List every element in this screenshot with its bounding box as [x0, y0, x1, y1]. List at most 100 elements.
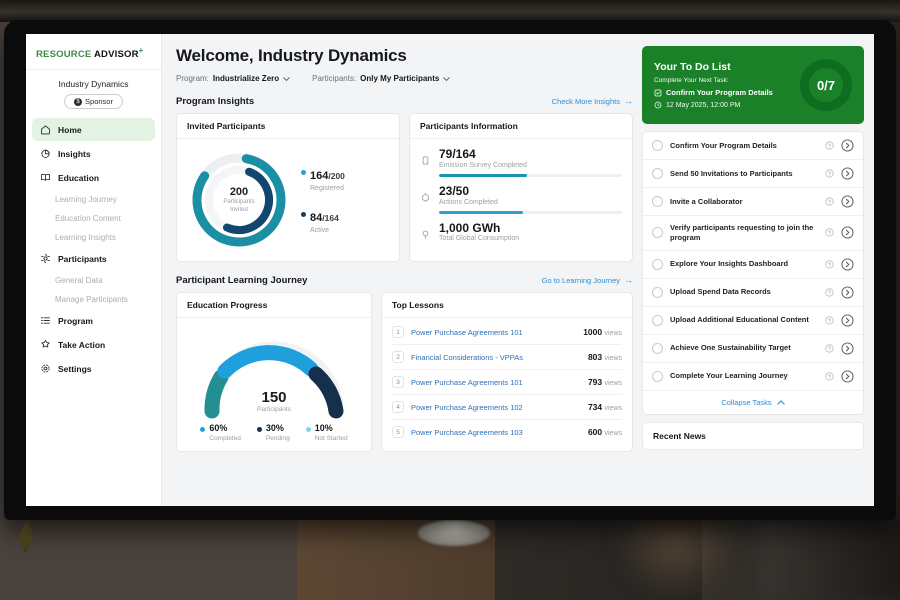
progress-bar	[439, 210, 622, 214]
task-checkbox[interactable]	[652, 196, 663, 207]
todo-next-task[interactable]: Confirm Your Program Details	[654, 88, 794, 97]
check-more-insights-link[interactable]: Check More Insights →	[552, 97, 633, 107]
sidebar-item-general-data[interactable]: General Data	[32, 271, 155, 290]
go-to-learning-journey-link[interactable]: Go to Learning Journey →	[542, 275, 633, 286]
sidebar-item-label: Manage Participants	[55, 295, 128, 305]
sidebar-item-home[interactable]: Home	[32, 118, 155, 142]
help-icon[interactable]	[825, 141, 834, 150]
help-icon[interactable]	[825, 169, 834, 178]
learning-journey-title: Participant Learning Journey	[176, 275, 308, 286]
help-icon[interactable]	[825, 371, 834, 381]
lesson-row[interactable]: 5 Power Purchase Agreements 103 600 views	[392, 420, 622, 444]
chevron-right-icon[interactable]	[841, 226, 854, 239]
sidebar-item-manage-participants[interactable]: Manage Participants	[32, 290, 155, 309]
donut-row: 200 Participants Invited 164/200 Register…	[187, 148, 389, 252]
todo-task-item[interactable]: Explore Your Insights Dashboard	[643, 251, 863, 279]
todo-task-item[interactable]: Confirm Your Program Details	[643, 132, 863, 160]
sidebar-item-label: Learning Insights	[55, 233, 116, 243]
program-filter-value: Industrialize Zero	[212, 74, 280, 83]
lesson-rank: 2	[392, 351, 404, 363]
collapse-tasks-button[interactable]: Collapse Tasks	[643, 391, 863, 414]
chevron-right-icon[interactable]	[841, 369, 854, 383]
sidebar-item-participants[interactable]: Participants	[32, 247, 155, 270]
lesson-name[interactable]: Power Purchase Agreements 101	[411, 377, 523, 387]
page-title: Welcome, Industry Dynamics	[176, 46, 407, 65]
help-icon[interactable]	[825, 259, 834, 269]
legend-dot	[305, 427, 311, 432]
sidebar-item-education-content[interactable]: Education Content	[32, 209, 155, 228]
task-checkbox[interactable]	[652, 227, 663, 239]
participants-information-title: Participants Information	[410, 114, 632, 139]
chevron-down-icon	[283, 76, 290, 81]
todo-due-date: 12 May 2025, 12:00 PM	[654, 101, 794, 109]
recent-news-title: Recent News	[653, 430, 706, 441]
sidebar-item-label: Settings	[58, 363, 92, 374]
task-checkbox[interactable]	[652, 140, 663, 151]
program-filter[interactable]: Program: Industrialize Zero	[176, 74, 290, 83]
task-checkbox[interactable]	[652, 286, 663, 298]
chevron-right-icon[interactable]	[841, 195, 854, 208]
invited-legend-item: 164/200 Registered	[301, 166, 345, 192]
help-icon[interactable]	[825, 197, 834, 206]
filter-bar: Program: Industrialize Zero Participants…	[176, 74, 633, 83]
chevron-right-icon[interactable]	[841, 285, 854, 299]
sidebar-item-insights[interactable]: Insights	[32, 142, 155, 165]
learning-journey-cards: Education Progress 150 Particip	[176, 292, 633, 452]
sidebar-item-program[interactable]: Program	[32, 309, 155, 332]
legend-label: Not Started	[314, 434, 348, 442]
task-checkbox[interactable]	[652, 342, 663, 354]
help-icon[interactable]	[825, 228, 834, 237]
clock-icon	[654, 101, 662, 109]
todo-task-item[interactable]: Send 50 Invitations to Participants	[643, 160, 863, 188]
task-checkbox[interactable]	[652, 370, 663, 382]
recent-news-card[interactable]: Recent News	[642, 421, 864, 450]
participants-filter[interactable]: Participants: Only My Participants	[312, 74, 451, 83]
lesson-row[interactable]: 1 Power Purchase Agreements 101 1000 views	[392, 320, 622, 345]
sidebar-item-take-action[interactable]: Take Action	[32, 333, 155, 356]
lesson-row[interactable]: 3 Power Purchase Agreements 101 793 views	[392, 370, 622, 395]
task-label: Verify participants requesting to join t…	[670, 223, 814, 242]
lesson-views-suffix: views	[604, 380, 622, 387]
lesson-name[interactable]: Financial Considerations - VPPAs	[411, 352, 523, 362]
todo-progress-ring: 0/7	[800, 59, 852, 111]
help-icon[interactable]	[825, 343, 834, 353]
sidebar-item-education[interactable]: Education	[32, 166, 155, 189]
invited-legend: 164/200 Registered 84/164 Active	[297, 166, 345, 234]
todo-task-item[interactable]: Upload Spend Data Records	[643, 279, 863, 307]
chevron-right-icon[interactable]	[841, 313, 854, 327]
sidebar-item-learning-insights[interactable]: Learning Insights	[32, 228, 155, 247]
task-checkbox[interactable]	[652, 258, 663, 270]
todo-task-item[interactable]: Complete Your Learning Journey	[643, 363, 863, 391]
arrow-right-icon: →	[624, 275, 633, 285]
lesson-row[interactable]: 2 Financial Considerations - VPPAs 803 vie…	[392, 345, 622, 370]
chevron-right-icon[interactable]	[841, 257, 854, 271]
sidebar-item-settings[interactable]: Settings	[32, 357, 155, 380]
help-icon[interactable]	[825, 287, 834, 297]
todo-task-item[interactable]: Verify participants requesting to join t…	[643, 216, 863, 251]
participants-filter-label: Participants:	[312, 74, 357, 83]
lesson-name[interactable]: Power Purchase Agreements 102	[411, 402, 523, 412]
people-icon	[40, 253, 51, 264]
chevron-right-icon[interactable]	[841, 167, 854, 180]
app-logo[interactable]: RESOURCE ADVISOR+	[26, 44, 161, 71]
sidebar-item-label: Learning Journey	[55, 195, 117, 205]
lesson-name[interactable]: Power Purchase Agreements 103	[411, 427, 523, 437]
task-checkbox[interactable]	[652, 314, 663, 326]
help-icon[interactable]	[825, 315, 834, 325]
todo-task-item[interactable]: Achieve One Sustainability Target	[643, 335, 863, 363]
sidebar-nav: Home Insights Education Learning Journey Edu…	[26, 118, 161, 381]
gauge-center-value: 150	[261, 389, 287, 406]
participants-info-row: 79/164 Emission Survey Completed	[420, 147, 622, 177]
todo-due-date-label: 12 May 2025, 12:00 PM	[666, 101, 741, 109]
sponsor-badge[interactable]: $ Sponsor	[64, 94, 123, 110]
chevron-right-icon[interactable]	[841, 139, 854, 152]
participants-information-body: 79/164 Emission Survey Completed 23/50 Acti…	[410, 139, 632, 259]
task-checkbox[interactable]	[652, 168, 663, 179]
todo-task-item[interactable]: Invite a Collaborator	[643, 188, 863, 216]
lesson-name[interactable]: Power Purchase Agreements 101	[411, 327, 523, 337]
todo-task-item[interactable]: Upload Additional Educational Content	[643, 307, 863, 335]
desk-blur-object	[760, 515, 900, 600]
lesson-row[interactable]: 4 Power Purchase Agreements 102 734 views	[392, 395, 622, 420]
chevron-right-icon[interactable]	[841, 341, 854, 355]
sidebar-item-learning-journey[interactable]: Learning Journey	[32, 190, 155, 209]
